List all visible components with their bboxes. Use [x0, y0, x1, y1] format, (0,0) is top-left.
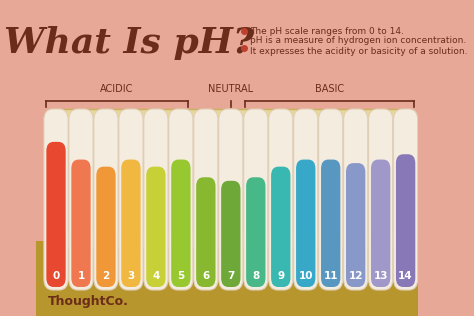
Text: 9: 9: [277, 271, 284, 281]
Text: 7: 7: [227, 271, 235, 281]
FancyBboxPatch shape: [146, 167, 165, 287]
Text: 13: 13: [374, 271, 388, 281]
Text: pH is a measure of hydrogen ion concentration.
It expresses the acidity or basic: pH is a measure of hydrogen ion concentr…: [250, 36, 468, 56]
FancyBboxPatch shape: [371, 160, 390, 287]
FancyBboxPatch shape: [393, 109, 418, 290]
FancyBboxPatch shape: [296, 160, 315, 287]
Text: 8: 8: [252, 271, 259, 281]
Text: 2: 2: [102, 271, 109, 281]
Text: 14: 14: [398, 271, 413, 281]
FancyBboxPatch shape: [50, 109, 403, 121]
FancyBboxPatch shape: [71, 160, 91, 287]
Text: 0: 0: [53, 271, 60, 281]
Text: ACIDIC: ACIDIC: [100, 84, 134, 94]
Text: 10: 10: [299, 271, 313, 281]
FancyBboxPatch shape: [119, 109, 143, 290]
Text: 3: 3: [128, 271, 135, 281]
FancyBboxPatch shape: [69, 109, 93, 290]
Text: BASIC: BASIC: [315, 84, 345, 94]
Text: What Is pH?: What Is pH?: [3, 26, 254, 60]
FancyBboxPatch shape: [244, 109, 268, 290]
FancyBboxPatch shape: [171, 160, 191, 287]
Text: 11: 11: [323, 271, 338, 281]
Text: 5: 5: [177, 271, 184, 281]
FancyBboxPatch shape: [369, 109, 393, 290]
FancyBboxPatch shape: [269, 109, 293, 290]
FancyBboxPatch shape: [144, 109, 168, 290]
FancyBboxPatch shape: [96, 167, 116, 287]
FancyBboxPatch shape: [121, 160, 141, 287]
FancyBboxPatch shape: [321, 160, 340, 287]
FancyBboxPatch shape: [294, 109, 318, 290]
FancyBboxPatch shape: [219, 109, 243, 290]
FancyBboxPatch shape: [221, 181, 240, 287]
FancyBboxPatch shape: [169, 109, 193, 290]
FancyBboxPatch shape: [396, 154, 415, 287]
Text: NEUTRAL: NEUTRAL: [208, 84, 254, 94]
FancyBboxPatch shape: [44, 109, 68, 290]
Text: The pH scale ranges from 0 to 14.: The pH scale ranges from 0 to 14.: [250, 27, 404, 35]
FancyBboxPatch shape: [50, 230, 403, 248]
FancyBboxPatch shape: [319, 109, 343, 290]
Text: ThoughtCo.: ThoughtCo.: [48, 295, 129, 308]
Text: 1: 1: [77, 271, 85, 281]
FancyBboxPatch shape: [94, 109, 118, 290]
Text: 4: 4: [152, 271, 160, 281]
FancyBboxPatch shape: [36, 241, 418, 316]
FancyBboxPatch shape: [344, 109, 368, 290]
FancyBboxPatch shape: [346, 163, 365, 287]
FancyBboxPatch shape: [196, 177, 216, 287]
FancyBboxPatch shape: [246, 177, 265, 287]
Text: 6: 6: [202, 271, 210, 281]
FancyBboxPatch shape: [194, 109, 218, 290]
Text: 12: 12: [348, 271, 363, 281]
FancyBboxPatch shape: [271, 167, 291, 287]
FancyBboxPatch shape: [46, 142, 66, 287]
